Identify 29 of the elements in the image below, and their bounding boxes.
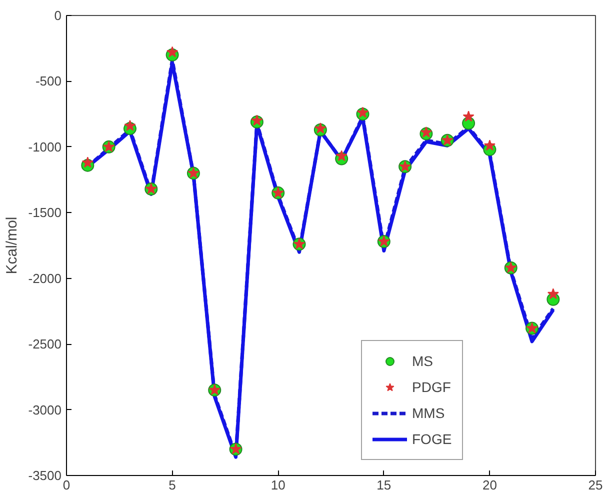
y-tick-label: -1000 bbox=[28, 139, 62, 154]
y-axis-title: Kcal/mol bbox=[3, 216, 20, 274]
point bbox=[82, 156, 94, 168]
y-tick-label: -2000 bbox=[28, 270, 62, 286]
point bbox=[251, 114, 263, 126]
x-tick-label: 20 bbox=[482, 478, 497, 492]
point bbox=[166, 46, 178, 58]
point bbox=[547, 288, 559, 300]
y-tick-label: -2500 bbox=[28, 336, 62, 352]
y-tick-label: -1500 bbox=[28, 205, 62, 220]
point bbox=[124, 120, 136, 131]
x-tick-label: 25 bbox=[588, 478, 603, 492]
point bbox=[484, 140, 496, 151]
legend-label: FOGE bbox=[412, 431, 452, 447]
x-tick-label: 15 bbox=[376, 478, 392, 492]
x-tick-label: 5 bbox=[168, 478, 176, 492]
point bbox=[336, 150, 348, 162]
legend-label: MMS bbox=[412, 405, 445, 421]
point bbox=[357, 106, 368, 118]
y-tick-label: -3500 bbox=[28, 468, 62, 483]
legend-label: PDGF bbox=[412, 379, 451, 395]
point bbox=[420, 126, 432, 138]
x-tick-label: 10 bbox=[270, 478, 286, 492]
point bbox=[462, 110, 474, 122]
point bbox=[314, 122, 326, 134]
y-tick-label: -3000 bbox=[28, 402, 62, 418]
y-tick-label: 0 bbox=[54, 8, 62, 23]
y-tick-label: -500 bbox=[35, 74, 62, 89]
legend-label: MS bbox=[412, 353, 433, 369]
